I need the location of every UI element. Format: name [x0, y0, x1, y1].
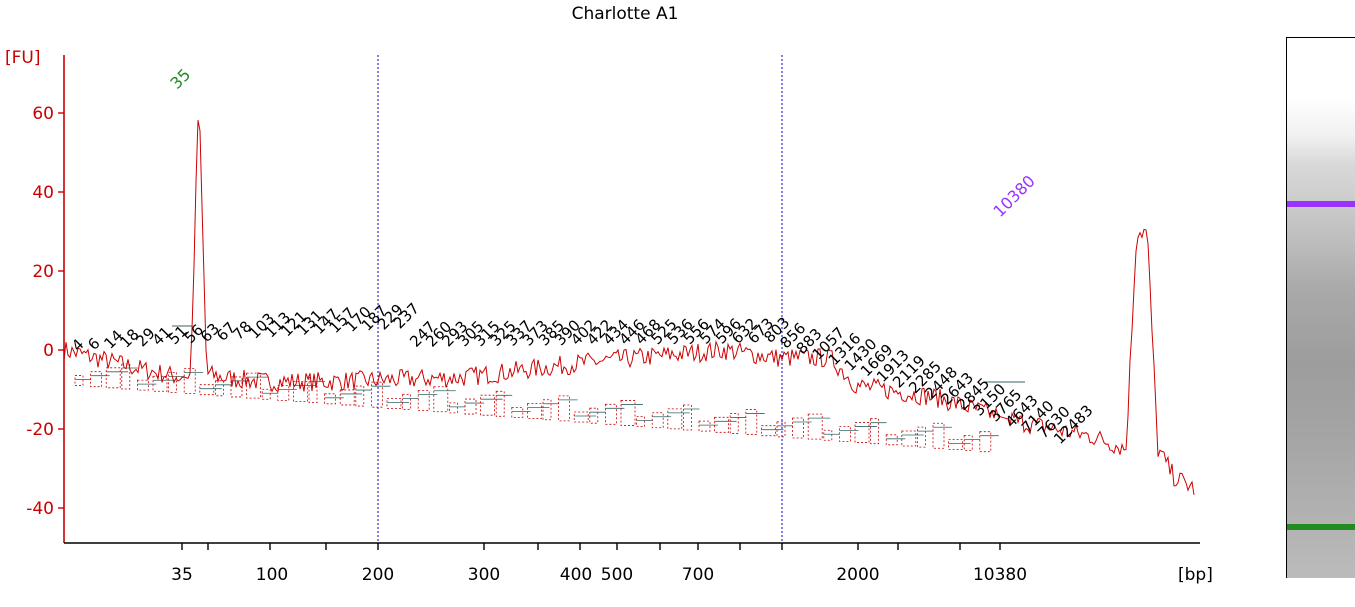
- y-tick-label: -20: [26, 420, 54, 440]
- y-tick-label: 20: [32, 262, 54, 282]
- baseline-box: [90, 371, 102, 388]
- peak-labels: 4614182941515663677810311312113114715717…: [68, 299, 1096, 447]
- baseline-box: [152, 375, 168, 392]
- baseline-box: [105, 367, 121, 389]
- baseline-box: [963, 435, 973, 451]
- x-tick-label: 500: [601, 565, 633, 585]
- baseline-box: [495, 390, 505, 417]
- upper-marker-label: 10380: [989, 171, 1038, 220]
- trace-layer: [63, 120, 1195, 495]
- y-tick-label: 0: [43, 341, 54, 361]
- baseline-box: [823, 429, 833, 441]
- baseline-box: [729, 413, 739, 434]
- chart-title: Charlotte A1: [571, 4, 679, 24]
- x-tick-label: 300: [468, 565, 500, 585]
- baseline-box: [292, 381, 308, 402]
- baseline-box: [511, 407, 524, 418]
- axes: [FU] [bp] -40 -20 0 20 40 60 35 100 200 300 400 500 70…: [5, 48, 1213, 585]
- baseline-box: [214, 380, 224, 397]
- baseline-box: [261, 388, 271, 400]
- baseline-box: [199, 384, 215, 396]
- baseline-box: [527, 403, 542, 420]
- baseline-box: [745, 409, 758, 435]
- y-tick-label: 40: [32, 183, 54, 203]
- x-tick-label: 400: [560, 565, 592, 585]
- baseline-box: [776, 421, 786, 438]
- lower-marker-label: 35: [166, 65, 194, 93]
- baseline-box: [839, 426, 851, 442]
- region-dividers: [377, 55, 783, 543]
- baseline-box: [433, 386, 449, 413]
- baseline-box: [620, 400, 636, 426]
- gel-band-upper-marker: [1287, 201, 1355, 207]
- baseline-box: [168, 371, 178, 393]
- baseline-box: [792, 417, 804, 439]
- baseline-box: [246, 372, 262, 399]
- gel-band-lower-marker: [1287, 524, 1355, 530]
- baseline-box: [901, 430, 917, 447]
- baseline-box: [558, 395, 570, 422]
- baseline-box: [480, 394, 496, 416]
- baseline-box: [370, 381, 383, 408]
- baseline-box: [74, 375, 84, 386]
- baseline-box: [683, 404, 692, 431]
- baseline-box: [183, 368, 196, 394]
- baseline-box: [589, 407, 599, 424]
- baseline-box: [807, 413, 823, 440]
- baseline-box: [355, 385, 365, 407]
- baseline-box: [324, 393, 337, 405]
- x-tick-label: 200: [362, 565, 394, 585]
- baseline-box: [651, 412, 664, 429]
- baseline-box: [448, 402, 458, 414]
- baseline-box: [667, 408, 683, 430]
- baseline-box: [136, 379, 149, 391]
- baseline-box: [417, 390, 430, 412]
- gel-lane-image: [1286, 37, 1355, 578]
- baseline-box: [402, 394, 412, 410]
- x-tick-label: 700: [682, 565, 714, 585]
- electropherogram-plot: [FU] [bp] -40 -20 0 20 40 60 35 100 200 300 400 500 70…: [5, 48, 1213, 585]
- x-tick-label: 10380: [973, 565, 1027, 585]
- x-tick-label: 100: [256, 565, 288, 585]
- baseline-box: [542, 399, 552, 421]
- x-tick-label: 35: [171, 565, 193, 585]
- baseline-box: [854, 422, 870, 443]
- y-tick-label: -40: [26, 499, 54, 519]
- gel-lane-gradient: [1287, 98, 1355, 578]
- baseline-box: [761, 425, 776, 437]
- baseline-box: [121, 363, 131, 390]
- baseline-box: [948, 438, 963, 450]
- y-axis-unit-label: [FU]: [5, 48, 41, 68]
- baseline-box: [339, 389, 355, 406]
- baseline-box: [464, 398, 477, 415]
- baseline-box: [698, 420, 711, 432]
- baseline-box: [885, 434, 898, 446]
- baseline-box: [386, 397, 402, 409]
- marker-labels: 35 10380: [166, 65, 1038, 221]
- baseline-box: [979, 431, 992, 453]
- baseline-box: [277, 384, 290, 401]
- baseline-box: [636, 416, 645, 427]
- baseline-box: [605, 403, 617, 425]
- baseline-box: [573, 411, 589, 423]
- baseline-box: [932, 422, 945, 449]
- baseline-box: [917, 426, 926, 448]
- baseline-box: [870, 418, 879, 445]
- x-axis-unit-label: [bp]: [1178, 565, 1213, 585]
- y-tick-label: 60: [32, 104, 54, 124]
- baseline-boxes: [74, 325, 1025, 453]
- x-tick-label: 2000: [836, 565, 879, 585]
- baseline-box: [714, 416, 729, 433]
- baseline-box: [308, 377, 318, 404]
- electropherogram-trace: [63, 120, 1195, 495]
